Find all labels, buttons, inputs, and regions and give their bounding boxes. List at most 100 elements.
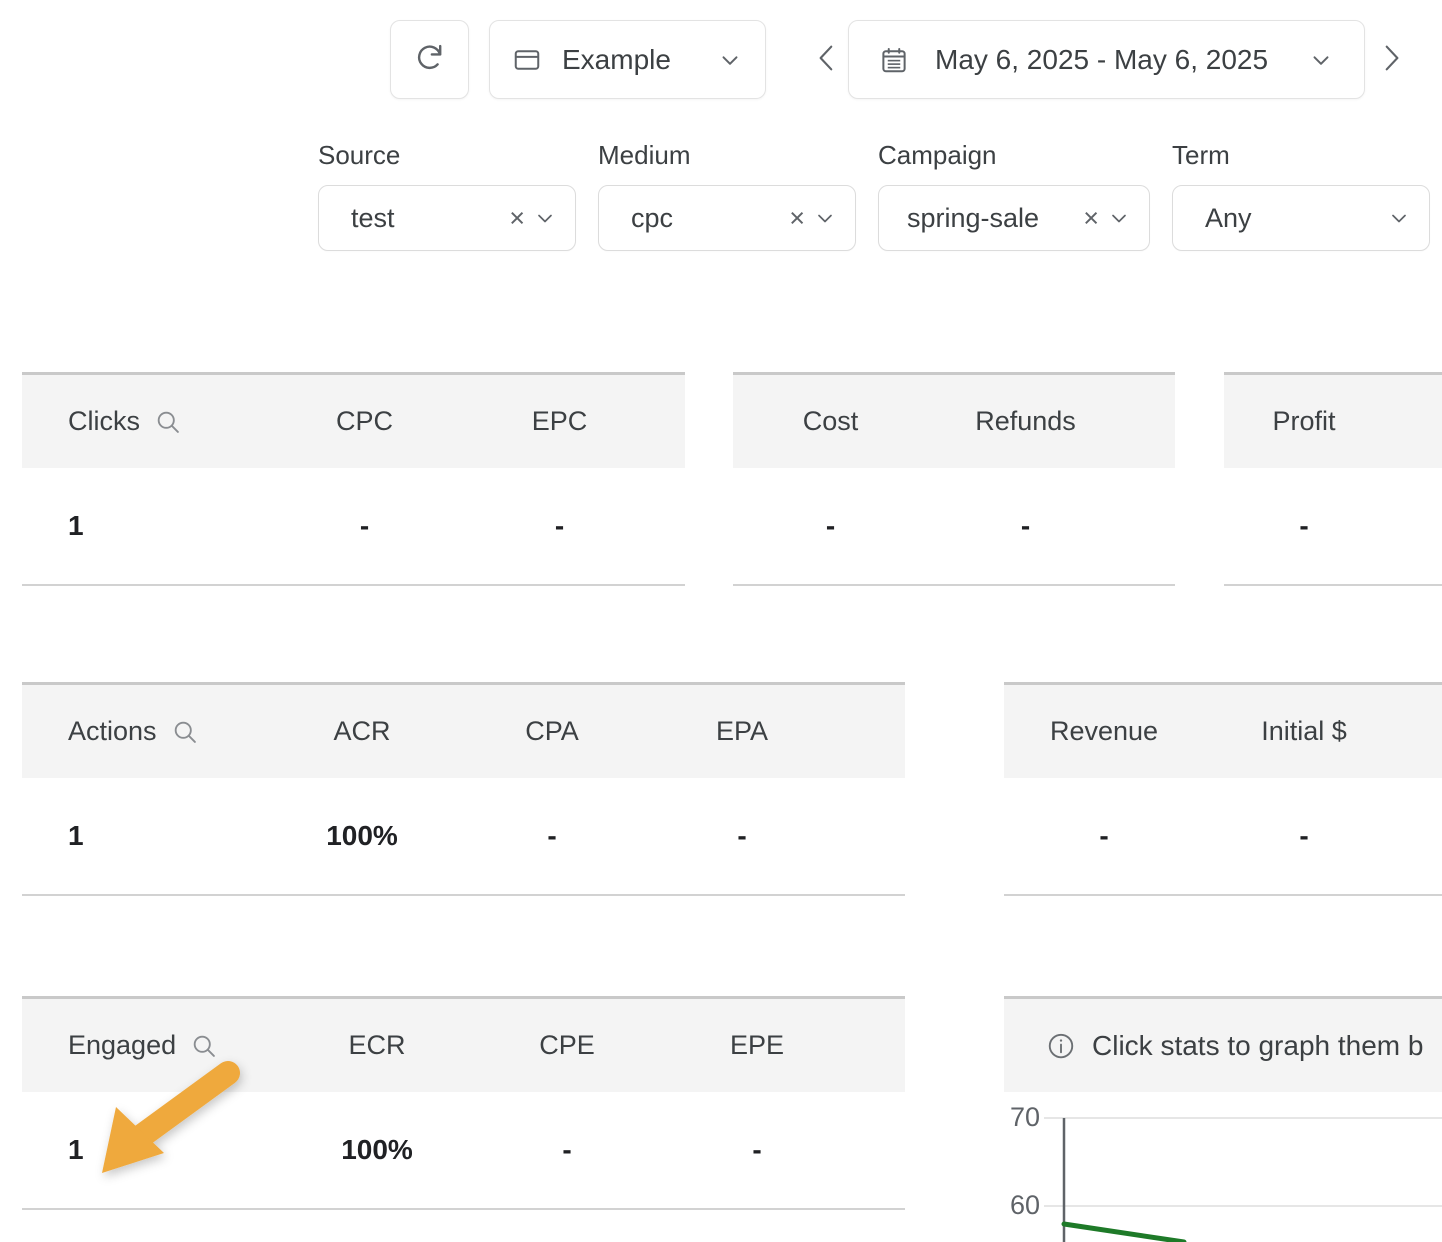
filter-campaign-label: Campaign [878, 140, 997, 170]
column-header-clicks[interactable]: Clicks [22, 406, 267, 437]
column-header-acr[interactable]: ACR [333, 716, 391, 746]
epa-value[interactable]: - [737, 820, 747, 851]
revenue-table: Revenue Initial $ - - [1004, 682, 1442, 896]
chart-svg: 70 60 [1010, 1102, 1442, 1242]
filter-source-select[interactable]: test × [318, 185, 576, 251]
column-header-epe[interactable]: EPE [729, 1030, 785, 1060]
window-icon [512, 45, 542, 75]
clicks-table-header: Clicks CPC EPC [22, 372, 685, 468]
clicks-table-row: 1 - - [22, 468, 685, 586]
revenue-table-header: Revenue Initial $ [1004, 682, 1442, 778]
chevron-down-icon [533, 206, 557, 230]
search-icon[interactable] [190, 1032, 218, 1060]
cpc-value[interactable]: - [359, 510, 370, 541]
chart-plot[interactable]: 70 60 [1004, 1092, 1442, 1242]
engaged-table: Engaged ECR CPE EPE 1 100% - - [22, 996, 905, 1210]
profit-table-row: - [1224, 468, 1442, 586]
column-header-clicks-label: Clicks [68, 406, 140, 436]
revenue-value[interactable]: - [1099, 820, 1109, 851]
cpa-value[interactable]: - [547, 820, 557, 851]
filter-medium-label: Medium [598, 140, 691, 170]
search-icon[interactable] [171, 718, 199, 746]
filter-medium: Medium cpc × [598, 140, 856, 251]
engaged-table-header: Engaged ECR CPE EPE [22, 996, 905, 1092]
cpe-value[interactable]: - [562, 1134, 572, 1165]
previous-period-button[interactable] [806, 38, 848, 82]
actions-table: Actions ACR CPA EPA 1 100% - - [22, 682, 905, 896]
column-header-revenue[interactable]: Revenue [1049, 716, 1159, 746]
acr-value[interactable]: 100% [326, 820, 398, 851]
chevron-down-icon [1387, 206, 1411, 230]
column-header-epa[interactable]: EPA [715, 716, 769, 746]
column-header-profit[interactable]: Profit [1272, 406, 1336, 436]
ecr-value[interactable]: 100% [341, 1134, 413, 1165]
chart-hint-bar: Click stats to graph them b [1004, 996, 1442, 1092]
top-toolbar: Example [0, 0, 1442, 118]
next-period-button[interactable] [1370, 38, 1412, 82]
chevron-down-icon [1107, 206, 1131, 230]
clicks-value[interactable]: 1 [68, 510, 84, 541]
actions-table-row: 1 100% - - [22, 778, 905, 896]
column-header-engaged[interactable]: Engaged [22, 1030, 282, 1061]
clicks-table: Clicks CPC EPC 1 - - [22, 372, 685, 586]
column-header-ecr[interactable]: ECR [348, 1030, 406, 1060]
profit-table-header: Profit [1224, 372, 1442, 468]
actions-table-header: Actions ACR CPA EPA [22, 682, 905, 778]
info-icon [1046, 1031, 1076, 1061]
revenue-table-row: - - [1004, 778, 1442, 896]
initial-dollar-value[interactable]: - [1299, 820, 1309, 851]
filter-medium-clear-icon[interactable]: × [789, 202, 805, 233]
cost-table: Cost Refunds - - [733, 372, 1175, 586]
filter-medium-select[interactable]: cpc × [598, 185, 856, 251]
chart-panel: Click stats to graph them b 70 60 [1004, 996, 1442, 1242]
filter-campaign-clear-icon[interactable]: × [1083, 202, 1099, 233]
filter-term-select[interactable]: Any [1172, 185, 1430, 251]
chart-hint-text: Click stats to graph them b [1092, 1029, 1424, 1061]
refresh-button[interactable] [390, 20, 469, 99]
cost-table-header: Cost Refunds [733, 372, 1175, 468]
chart-line-series-1 [1061, 1221, 1187, 1242]
y-tick-label-70: 70 [1010, 1102, 1040, 1132]
filter-source: Source test × [318, 140, 576, 251]
chevron-down-icon [813, 206, 837, 230]
search-icon[interactable] [154, 408, 182, 436]
column-header-initial-dollar[interactable]: Initial $ [1261, 716, 1347, 746]
column-header-cost[interactable]: Cost [802, 406, 859, 436]
engaged-value[interactable]: 1 [68, 1134, 84, 1165]
filter-bar: Source test × Medium cpc × Campaign spri… [0, 140, 1442, 285]
epe-value[interactable]: - [752, 1134, 762, 1165]
date-range-label: May 6, 2025 - May 6, 2025 [935, 43, 1269, 75]
chevron-down-icon [717, 47, 743, 73]
site-selector-button[interactable]: Example [489, 20, 766, 99]
filter-term-label: Term [1172, 140, 1230, 170]
column-header-actions-label: Actions [68, 716, 157, 746]
cost-table-row: - - [733, 468, 1175, 586]
column-header-cpe[interactable]: CPE [539, 1030, 595, 1060]
engaged-table-row: 1 100% - - [22, 1092, 905, 1210]
refunds-value[interactable]: - [1020, 510, 1031, 541]
y-tick-label-60: 60 [1010, 1190, 1040, 1220]
profit-value[interactable]: - [1299, 510, 1309, 541]
date-range-button[interactable]: May 6, 2025 - May 6, 2025 [848, 20, 1365, 99]
actions-value[interactable]: 1 [68, 820, 84, 851]
filter-source-value: test [351, 202, 395, 233]
site-selector-label: Example [562, 43, 671, 75]
column-header-cpa[interactable]: CPA [525, 716, 579, 746]
refresh-icon [413, 40, 447, 79]
column-header-refunds[interactable]: Refunds [975, 406, 1076, 436]
column-header-actions[interactable]: Actions [22, 716, 267, 747]
filter-source-label: Source [318, 140, 401, 170]
column-header-epc[interactable]: EPC [531, 406, 588, 436]
filter-source-clear-icon[interactable]: × [509, 202, 525, 233]
column-header-cpc[interactable]: CPC [335, 406, 393, 436]
cost-value[interactable]: - [825, 510, 836, 541]
filter-campaign-select[interactable]: spring-sale × [878, 185, 1150, 251]
chevron-left-icon [810, 38, 844, 83]
filter-campaign-value: spring-sale [907, 202, 1040, 233]
epc-value[interactable]: - [554, 510, 565, 541]
filter-term: Term Any [1172, 140, 1430, 251]
filter-term-value: Any [1205, 202, 1252, 233]
calendar-icon [879, 45, 909, 75]
filter-medium-value: cpc [631, 202, 674, 233]
profit-table: Profit - [1224, 372, 1442, 586]
